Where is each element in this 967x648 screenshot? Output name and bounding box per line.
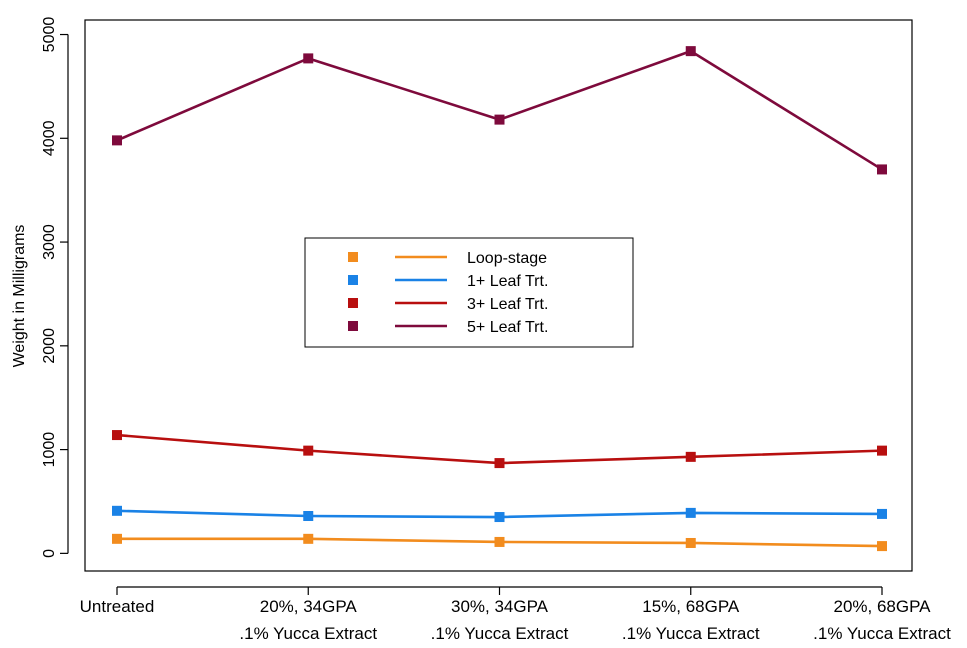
x-tick-label: 20%, 68GPA — [833, 597, 931, 616]
x-tick-label: .1% Yucca Extract — [622, 624, 760, 643]
data-point — [877, 541, 887, 552]
data-point — [685, 537, 696, 548]
y-tick-label: 3000 — [41, 224, 58, 260]
data-point — [494, 458, 505, 469]
data-point — [877, 445, 887, 456]
data-point — [877, 164, 887, 175]
data-point — [112, 505, 122, 516]
x-tick-label: Untreated — [80, 597, 155, 616]
x-tick-label: 30%, 34GPA — [451, 597, 549, 616]
x-tick-label: .1% Yucca Extract — [239, 624, 377, 643]
data-point — [685, 46, 696, 57]
y-tick-label: 1000 — [41, 432, 58, 468]
x-tick-label: 15%, 68GPA — [642, 597, 740, 616]
series-layer — [112, 46, 887, 552]
data-point — [112, 533, 122, 544]
legend-label: 3+ Leaf Trt. — [467, 296, 548, 313]
plot-frame — [84, 19, 913, 572]
data-point — [303, 445, 314, 456]
y-tick-label: 5000 — [41, 17, 58, 53]
legend-marker — [348, 275, 358, 285]
y-tick-label: 0 — [41, 549, 58, 558]
legend-marker — [348, 298, 358, 308]
legend-entry: 1+ Leaf Trt. — [348, 273, 548, 290]
legend-entry: 5+ Leaf Trt. — [348, 319, 548, 336]
legend-entry: Loop-stage — [348, 250, 547, 267]
data-point — [877, 508, 887, 519]
y-axis: 0 1000 2000 3000 4000 5000 — [41, 17, 69, 558]
data-point — [112, 135, 122, 146]
data-point — [685, 451, 696, 462]
data-point — [494, 536, 505, 547]
legend-label: Loop-stage — [467, 250, 547, 267]
legend-label: 5+ Leaf Trt. — [467, 319, 548, 336]
legend-marker — [348, 321, 358, 331]
series-3 — [112, 46, 887, 175]
data-point — [303, 53, 314, 64]
legend: Loop-stage 1+ Leaf Trt. 3+ Leaf Trt. 5+ Lea… — [304, 237, 634, 348]
x-tick-label: 20%, 34GPA — [260, 597, 358, 616]
series-2 — [112, 430, 887, 469]
y-tick-label: 2000 — [41, 328, 58, 364]
x-tick-label: .1% Yucca Extract — [813, 624, 951, 643]
series-0 — [112, 533, 887, 552]
data-point — [494, 512, 505, 523]
y-tick-label: 4000 — [41, 120, 58, 156]
legend-box — [304, 237, 634, 348]
legend-label: 1+ Leaf Trt. — [467, 273, 548, 290]
data-point — [112, 430, 122, 441]
data-point — [494, 114, 505, 125]
x-tick-label: .1% Yucca Extract — [431, 624, 569, 643]
data-point — [303, 533, 314, 544]
legend-entry: 3+ Leaf Trt. — [348, 296, 548, 313]
data-point — [303, 511, 314, 522]
y-axis-label: Weight in Milligrams — [11, 225, 28, 368]
series-1 — [112, 505, 887, 523]
legend-marker — [348, 252, 358, 262]
data-point — [685, 507, 696, 518]
x-axis: Untreated 20%, 34GPA .1% Yucca Extract 30%,… — [80, 586, 951, 643]
series-line — [116, 49, 883, 171]
